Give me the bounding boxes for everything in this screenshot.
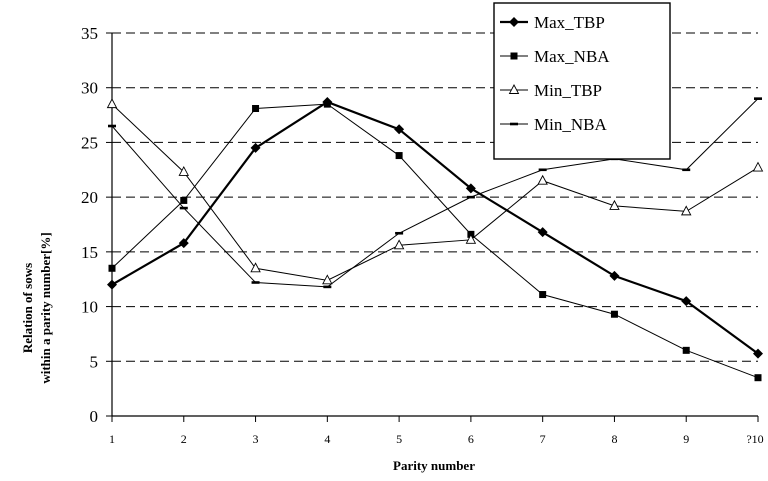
diamond-marker (609, 270, 620, 281)
y-axis-title-line-2: within a parity number[%] (38, 232, 53, 383)
diamond-marker (107, 279, 117, 290)
square-marker (323, 100, 331, 108)
dash-marker (682, 168, 691, 172)
x-tick-label: 6 (468, 432, 474, 446)
legend-item: Max_NBA (500, 47, 610, 66)
y-axis-title-line-1: Relation of sows (20, 263, 35, 353)
x-tick-label: 2 (181, 432, 187, 446)
legend-item: Min_TBP (500, 81, 602, 100)
dash-marker (395, 231, 404, 235)
y-tick-label: 35 (81, 24, 98, 43)
triangle-marker (752, 161, 764, 172)
x-tick-label: 8 (611, 432, 617, 446)
x-axis-title: Parity number (393, 458, 475, 473)
legend-item: Max_TBP (500, 13, 605, 32)
legend-box (493, 2, 671, 160)
legend-item: Min_NBA (500, 115, 607, 134)
dash-marker (538, 168, 547, 172)
y-tick-label: 25 (81, 133, 98, 152)
x-tick-label: 9 (683, 432, 689, 446)
series-min-nba (108, 97, 762, 289)
diamond-marker (753, 348, 763, 359)
triangle-marker (393, 239, 405, 250)
x-tick-label: 3 (253, 432, 259, 446)
square-marker (180, 196, 188, 204)
y-tick-label: 0 (90, 407, 99, 426)
x-tick-label: 5 (396, 432, 402, 446)
triangle-marker (106, 98, 118, 109)
dash-marker (179, 206, 188, 210)
x-tick-label: 1 (109, 432, 115, 446)
diamond-marker (394, 124, 405, 135)
triangle-marker (322, 274, 333, 285)
y-tick-label: 5 (90, 352, 99, 371)
triangle-marker (537, 174, 548, 185)
y-tick-label: 15 (81, 243, 98, 262)
triangle-marker (178, 166, 190, 176)
legend: Max_TBP Max_NBA Min_TBP Min_NBA (493, 2, 671, 160)
series-line (111, 103, 759, 379)
dash-marker (510, 122, 518, 126)
series-line (111, 100, 759, 355)
square-marker (539, 291, 547, 299)
square-marker (252, 105, 260, 113)
triangle-marker (609, 199, 620, 210)
y-axis-title: Relation of sows within a parity number[… (20, 232, 53, 383)
diamond-marker (465, 183, 476, 194)
x-tick-labels: 1 2 3 4 5 6 7 8 9 ?10 (109, 432, 764, 446)
triangle-marker (508, 84, 520, 94)
triangle-marker (465, 233, 477, 244)
diamond-marker (681, 296, 692, 307)
diamond-marker (250, 142, 261, 153)
triangle-marker (250, 262, 261, 273)
diamond-marker (178, 238, 189, 249)
square-marker (682, 346, 690, 354)
series-line (111, 98, 759, 288)
square-marker (754, 374, 762, 382)
legend-label: Min_TBP (534, 81, 602, 100)
square-marker (395, 152, 403, 160)
dash-marker (754, 97, 762, 100)
y-tick-label: 20 (81, 188, 98, 207)
diamond-marker (509, 17, 519, 27)
square-marker (610, 310, 618, 318)
series-line (111, 103, 759, 281)
y-tick-labels: 0 5 10 15 20 25 30 35 (81, 24, 98, 426)
triangle-marker (680, 205, 692, 216)
legend-label: Max_TBP (534, 13, 605, 32)
dash-marker (323, 285, 332, 289)
y-tick-label: 30 (81, 79, 98, 98)
y-tick-label: 10 (81, 298, 98, 317)
legend-label: Min_NBA (534, 115, 607, 134)
x-tick-label: 4 (324, 432, 330, 446)
series-min-tbp (106, 98, 764, 285)
dash-marker (466, 195, 475, 199)
dash-marker (108, 124, 116, 128)
square-marker (510, 52, 518, 60)
series-max-tbp (107, 96, 763, 359)
x-tick-label: 7 (540, 432, 546, 446)
series-lines (106, 96, 764, 382)
dash-marker (251, 281, 260, 284)
legend-label: Max_NBA (534, 47, 610, 66)
diamond-marker (537, 227, 548, 238)
square-marker (108, 264, 116, 272)
axes (106, 32, 759, 422)
x-tick-label: ?10 (746, 432, 763, 446)
